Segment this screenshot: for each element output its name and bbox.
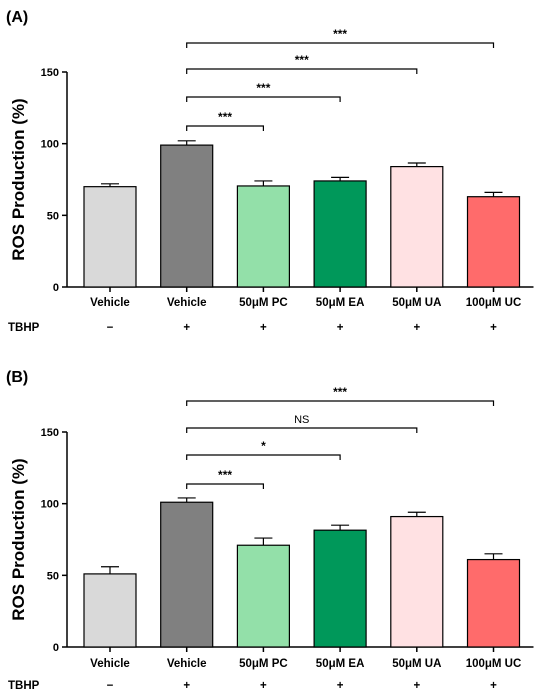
treatment-sign: + <box>490 322 497 334</box>
bar <box>160 501 214 648</box>
significance-label: * <box>261 439 266 453</box>
panel-label: (B) <box>6 369 28 386</box>
y-tick-label: 50 <box>47 570 59 582</box>
treatment-sign: − <box>107 680 114 692</box>
treatment-sign: + <box>260 322 267 334</box>
treatment-sign: + <box>183 680 190 692</box>
category-label: 50μM PC <box>239 297 288 309</box>
significance-label: *** <box>333 27 347 41</box>
significance-label: *** <box>218 468 232 482</box>
bar <box>466 196 521 288</box>
bar <box>313 180 367 288</box>
category-label: 50μM PC <box>239 658 288 670</box>
category-label: 50μM UA <box>392 658 441 670</box>
y-tick-label: 150 <box>41 427 59 439</box>
significance-bracket <box>186 483 264 489</box>
bar <box>390 515 444 648</box>
category-label: 100μM UC <box>466 297 522 309</box>
bar <box>236 544 290 648</box>
significance-bracket <box>186 125 264 131</box>
category-label: 100μM UC <box>466 658 522 670</box>
y-tick-label: 0 <box>53 282 59 294</box>
y-axis-label: ROS Production (%) <box>9 98 28 260</box>
treatment-label: TBHP <box>8 322 40 334</box>
treatment-label: TBHP <box>8 680 40 692</box>
treatment-sign: + <box>413 322 420 334</box>
bar <box>160 144 214 288</box>
category-label: 50μM EA <box>316 297 365 309</box>
y-tick-label: 150 <box>41 67 59 79</box>
significance-bracket <box>186 96 341 102</box>
category-label: Vehicle <box>167 297 207 309</box>
category-label: Vehicle <box>90 297 130 309</box>
significance-bracket <box>186 427 418 433</box>
y-tick-label: 100 <box>41 139 59 151</box>
treatment-sign: + <box>260 680 267 692</box>
bar <box>390 166 444 288</box>
significance-bracket <box>186 42 495 48</box>
chart-panel-1: (A) ROS Production (%) 0 50 100 150 Vehicle − Ve… <box>6 9 534 334</box>
treatment-sign: + <box>337 680 344 692</box>
treatment-sign: + <box>337 322 344 334</box>
bar <box>313 529 367 648</box>
treatment-sign: + <box>183 322 190 334</box>
y-tick-label: 50 <box>47 210 59 222</box>
significance-label: *** <box>295 53 309 67</box>
treatment-sign: + <box>413 680 420 692</box>
bar <box>83 573 137 648</box>
significance-label: NS <box>294 414 309 426</box>
bar <box>236 185 290 288</box>
bar <box>466 558 521 648</box>
category-label: Vehicle <box>90 658 130 670</box>
y-axis-label: ROS Production (%) <box>9 458 28 620</box>
bar <box>83 186 137 288</box>
significance-label: *** <box>256 81 270 95</box>
category-label: 50μM UA <box>392 297 441 309</box>
chart-panel-2: (B) ROS Production (%) 0 50 100 150 Vehicle − Ve… <box>6 369 534 692</box>
significance-label: *** <box>333 385 347 399</box>
treatment-sign: + <box>490 680 497 692</box>
significance-bracket <box>186 400 495 406</box>
category-label: 50μM EA <box>316 658 365 670</box>
significance-bracket <box>186 68 418 74</box>
category-label: Vehicle <box>167 658 207 670</box>
y-tick-label: 0 <box>53 642 59 654</box>
y-tick-label: 100 <box>41 499 59 511</box>
significance-label: *** <box>218 110 232 124</box>
panel-label: (A) <box>6 9 28 26</box>
treatment-sign: − <box>107 322 114 334</box>
significance-bracket <box>186 454 341 460</box>
